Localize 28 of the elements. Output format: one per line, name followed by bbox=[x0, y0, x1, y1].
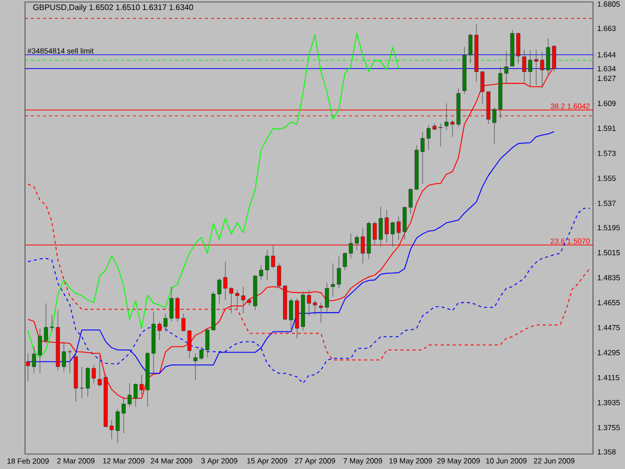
candlestick bbox=[450, 120, 454, 137]
candlestick bbox=[193, 353, 198, 380]
candlestick bbox=[169, 286, 174, 322]
candlestick bbox=[420, 131, 425, 184]
candlestick bbox=[318, 302, 323, 323]
candlestick bbox=[312, 300, 317, 316]
candlestick bbox=[324, 282, 329, 312]
candlestick bbox=[50, 314, 54, 332]
candlestick bbox=[336, 256, 341, 289]
candlestick bbox=[32, 346, 36, 374]
candlestick bbox=[277, 263, 282, 288]
candlestick bbox=[307, 290, 311, 316]
candlestick bbox=[26, 353, 30, 382]
candlestick bbox=[444, 103, 448, 130]
candlestick bbox=[181, 313, 186, 332]
chart-title: GBPUSD,Daily 1.6502 1.6510 1.6317 1.6340 bbox=[33, 4, 194, 12]
candlestick bbox=[426, 124, 431, 150]
candlestick bbox=[140, 374, 144, 396]
candlestick bbox=[175, 296, 180, 322]
candlestick bbox=[468, 33, 472, 64]
candlestick bbox=[289, 298, 294, 330]
candlestick bbox=[164, 313, 168, 332]
candlestick bbox=[158, 321, 162, 340]
candlestick bbox=[187, 330, 192, 359]
candlestick bbox=[330, 263, 335, 297]
candlestick bbox=[38, 328, 42, 374]
candlestick bbox=[438, 123, 443, 147]
candlestick bbox=[44, 303, 48, 344]
